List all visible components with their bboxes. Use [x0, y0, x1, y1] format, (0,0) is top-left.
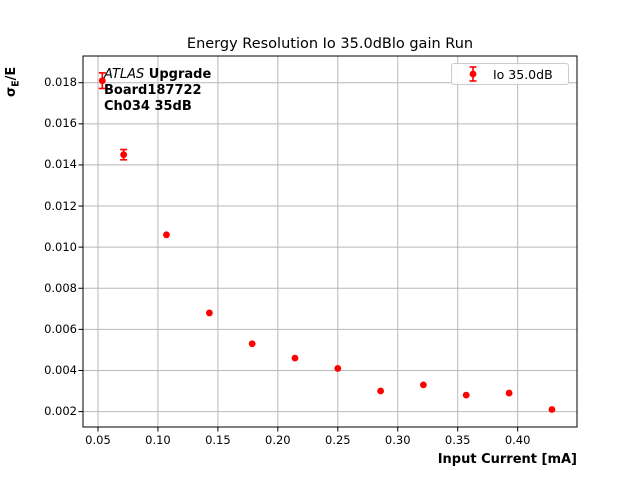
y-axis-label: σE/E — [4, 67, 22, 97]
annotation-line-channel: Ch034 35dB — [104, 99, 192, 114]
data-point — [462, 391, 470, 399]
annotation-block: ATLAS Upgrade Board187722 Ch034 35dB — [104, 67, 211, 115]
y-tick-label: 0.002 — [44, 404, 77, 419]
x-tick-label: 0.25 — [324, 433, 351, 447]
axes-spines — [82, 55, 578, 428]
y-tick-label: 0.004 — [44, 362, 77, 377]
annotation-line-board: Board187722 — [104, 83, 202, 98]
y-tick-label: 0.010 — [44, 239, 77, 254]
y-tick-label: 0.014 — [44, 157, 77, 172]
x-tick-label: 0.05 — [85, 433, 111, 447]
y-axis-label-sigma: σ — [4, 86, 19, 97]
y-tick-label: 0.016 — [44, 116, 77, 131]
y-tick-label: 0.018 — [44, 75, 77, 90]
x-tick-label: 0.20 — [265, 433, 291, 447]
data-point — [120, 151, 128, 159]
x-tick-label: 0.10 — [145, 433, 171, 447]
x-tick-label: 0.15 — [205, 433, 231, 447]
x-tick-label: 0.35 — [444, 433, 471, 447]
legend: Io 35.0dB — [451, 63, 569, 85]
x-axis-label: Input Current [mA] — [437, 452, 577, 467]
y-axis-label-rest: /E — [4, 66, 19, 81]
data-point — [98, 77, 106, 85]
data-point — [505, 389, 513, 397]
y-axis-label-subscript: E — [10, 80, 22, 87]
data-point — [163, 231, 170, 239]
y-tick-label: 0.008 — [44, 280, 77, 295]
chart-title: Energy Resolution Io 35.0dBlo gain Run — [186, 36, 474, 52]
annotation-experiment-suffix: Upgrade — [144, 67, 212, 82]
legend-entry-label: Io 35.0dB — [493, 66, 553, 82]
data-point — [334, 365, 342, 372]
data-point — [548, 406, 556, 413]
data-point — [420, 381, 427, 389]
data-point — [248, 340, 256, 348]
annotation-experiment: ATLAS — [104, 67, 145, 82]
y-tick-label: 0.012 — [44, 198, 77, 213]
x-tick-label: 0.30 — [384, 433, 411, 447]
annotation-line-experiment: ATLAS Upgrade — [104, 67, 211, 83]
y-tick-label: 0.006 — [44, 321, 77, 336]
data-point — [377, 387, 384, 395]
data-point — [205, 309, 213, 317]
legend-errorbar-marker-icon — [469, 66, 477, 82]
data-point — [291, 354, 299, 362]
x-tick-label: 0.40 — [504, 433, 531, 447]
